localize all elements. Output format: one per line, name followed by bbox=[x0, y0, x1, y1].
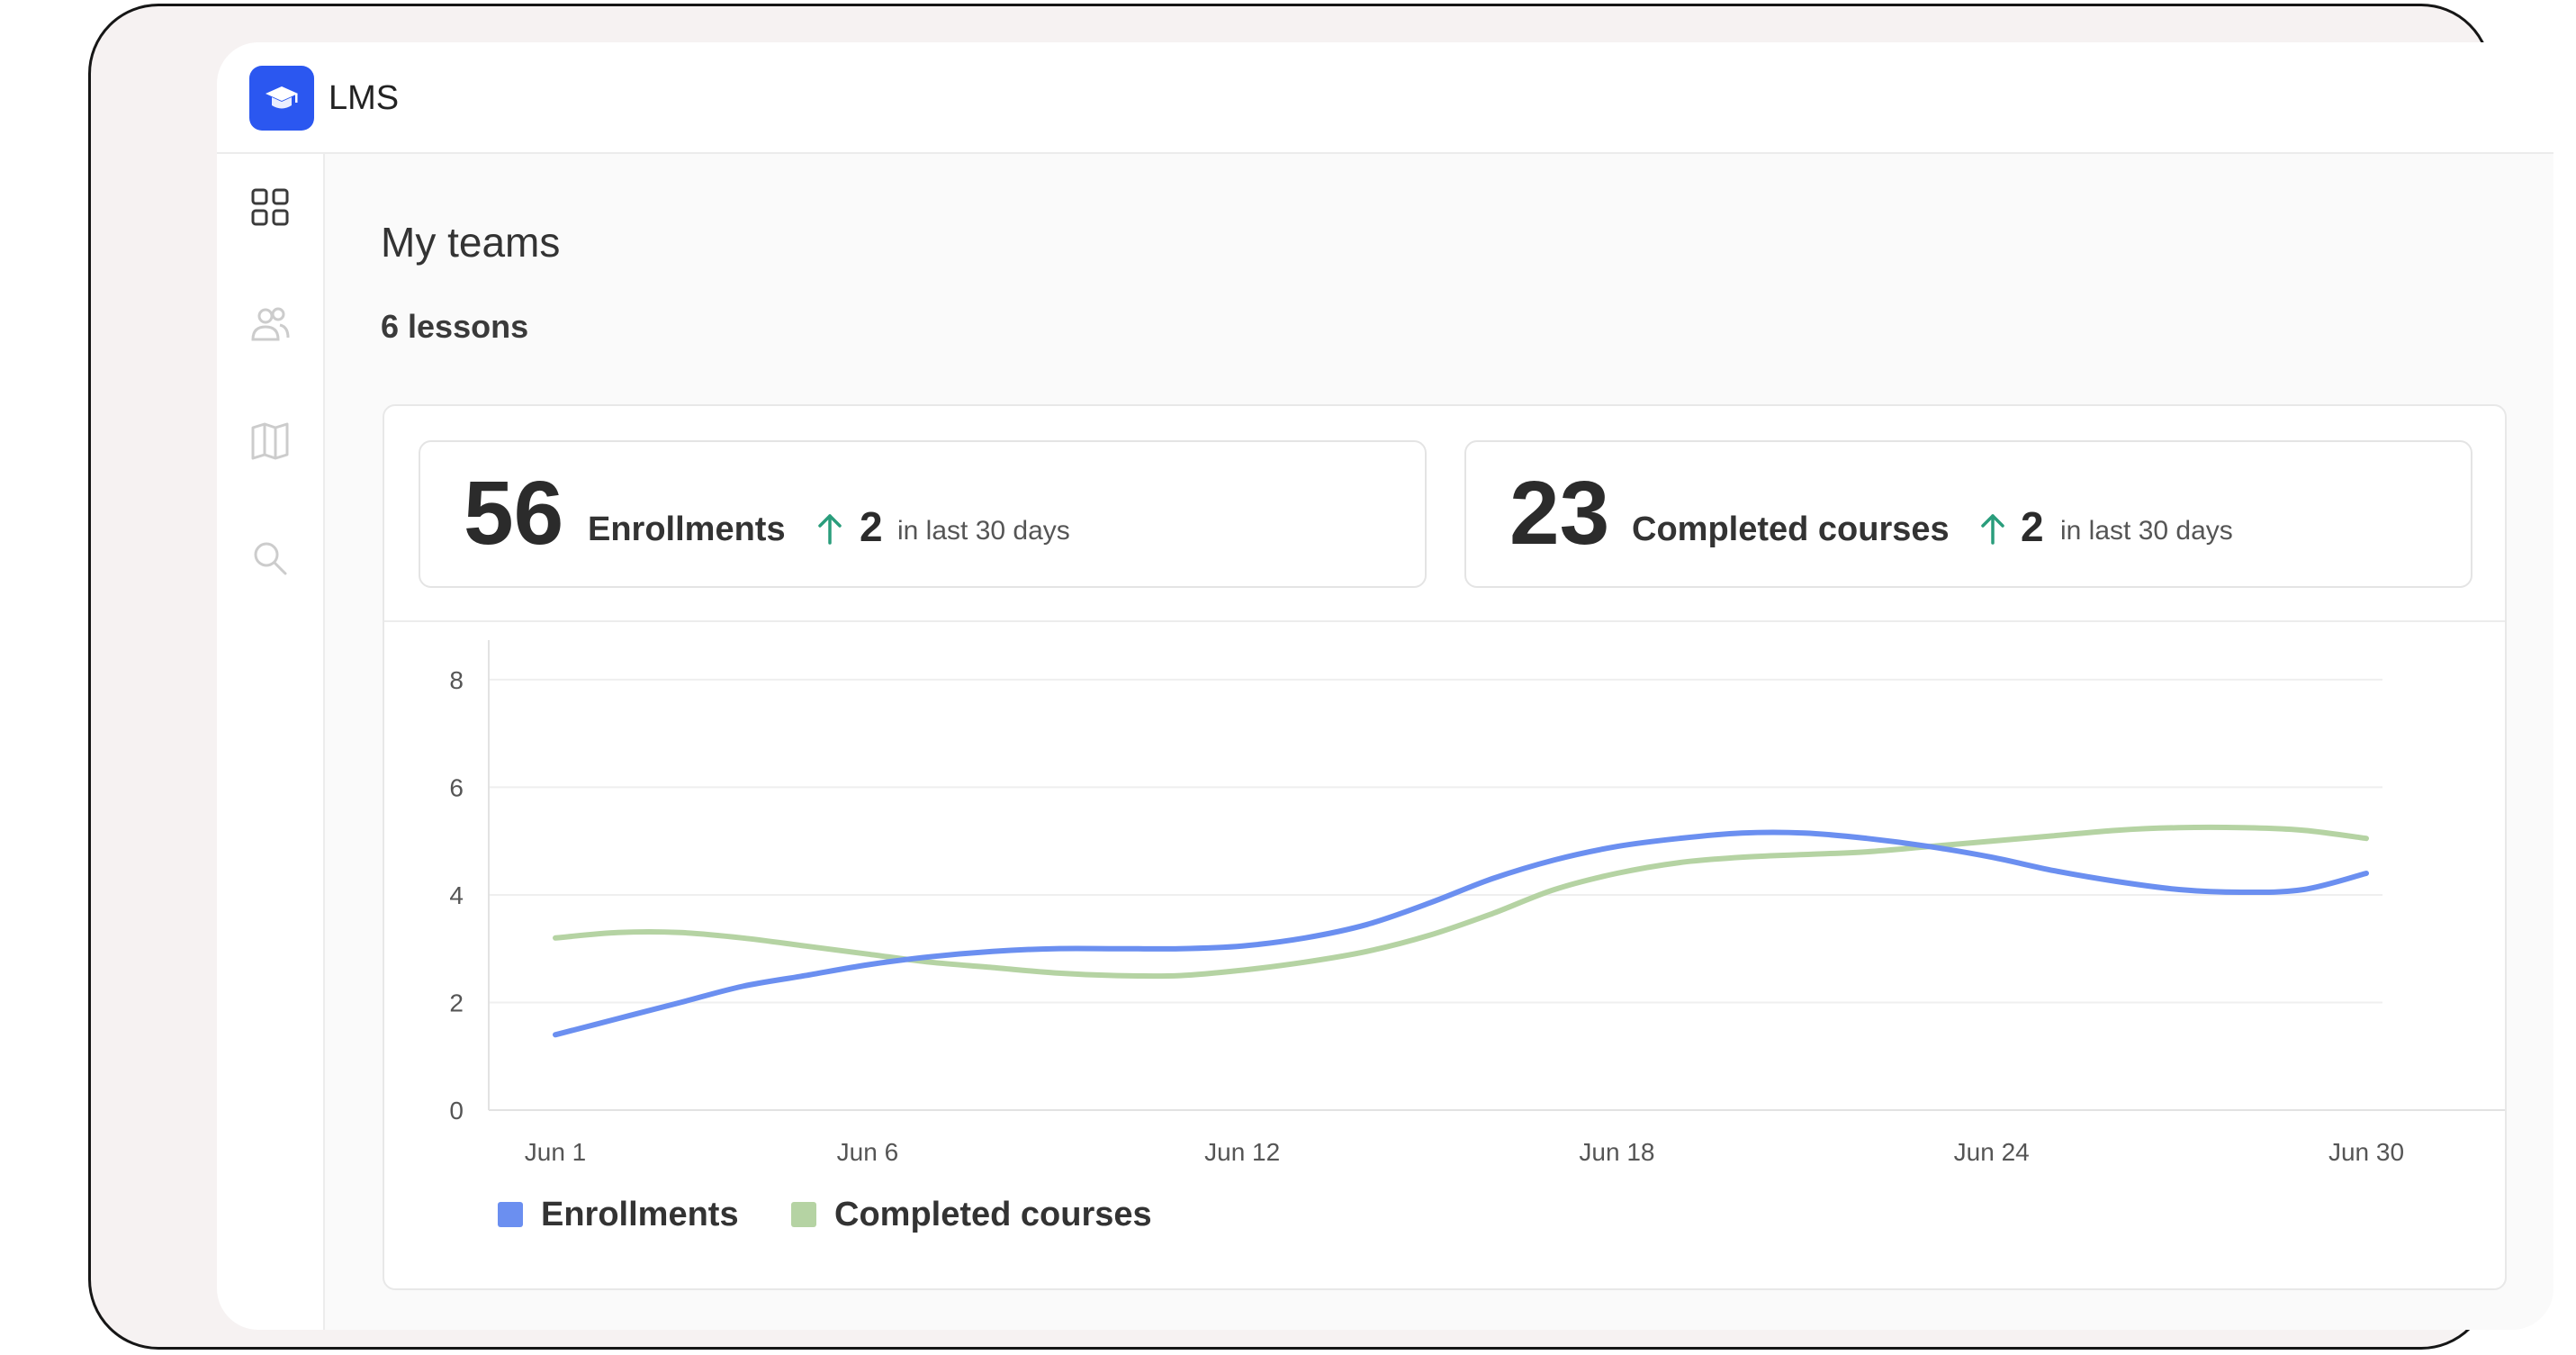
sidebar-item-search[interactable] bbox=[249, 537, 291, 579]
x-tick-label: Jun 12 bbox=[1204, 1138, 1280, 1166]
lesson-count: 6 lessons bbox=[381, 308, 529, 345]
sidebar-item-users[interactable] bbox=[249, 303, 291, 345]
users-icon bbox=[251, 307, 290, 341]
graduation-cap-icon bbox=[266, 86, 298, 109]
stat-delta: 2 bbox=[2021, 503, 2044, 550]
page-title: My teams bbox=[381, 219, 561, 266]
stat-card-enrollments: 56 Enrollments 2 in last 30 days bbox=[419, 440, 1427, 588]
sidebar-item-courses[interactable] bbox=[249, 420, 291, 462]
y-tick-label: 6 bbox=[449, 773, 464, 801]
panel-divider bbox=[384, 620, 2505, 622]
legend-label: Completed courses bbox=[834, 1196, 1152, 1233]
top-bar: LMS bbox=[217, 42, 2553, 154]
main-content: My teams 6 lessons 56 Enrollments 2 in l… bbox=[325, 154, 2553, 1330]
y-tick-label: 0 bbox=[449, 1097, 464, 1125]
arrow-up-icon bbox=[818, 514, 842, 545]
search-icon bbox=[254, 542, 287, 575]
x-tick-label: Jun 6 bbox=[837, 1138, 899, 1166]
stat-label: Enrollments bbox=[588, 510, 786, 548]
device-frame: LMS bbox=[88, 4, 2553, 1350]
y-tick-label: 2 bbox=[449, 989, 464, 1016]
arrow-up-icon bbox=[1981, 514, 2004, 545]
app-title: LMS bbox=[329, 79, 400, 117]
sidebar bbox=[217, 154, 325, 1330]
stat-card-completed-courses: 23 Completed courses 2 in last 30 days bbox=[1464, 440, 2472, 588]
stat-period: in last 30 days bbox=[2060, 516, 2233, 546]
sidebar-item-dashboard[interactable] bbox=[249, 186, 291, 228]
stat-delta: 2 bbox=[860, 503, 883, 550]
x-tick-label: Jun 1 bbox=[525, 1138, 587, 1166]
stat-label: Completed courses bbox=[1632, 510, 1950, 548]
stat-period: in last 30 days bbox=[897, 516, 1070, 546]
y-tick-label: 8 bbox=[449, 666, 464, 694]
stat-value: 23 bbox=[1509, 463, 1610, 564]
series-line-enrollments bbox=[553, 829, 2369, 1038]
app-window: LMS bbox=[217, 42, 2553, 1330]
grid-icon bbox=[251, 188, 289, 226]
y-tick-label: 4 bbox=[449, 881, 464, 909]
x-tick-label: Jun 30 bbox=[2328, 1138, 2404, 1166]
x-tick-label: Jun 24 bbox=[1954, 1138, 2030, 1166]
series-line-completed-courses bbox=[553, 824, 2369, 980]
legend-swatch-completed-courses bbox=[791, 1202, 816, 1227]
x-tick-label: Jun 18 bbox=[1579, 1138, 1654, 1166]
stat-value: 56 bbox=[464, 463, 564, 564]
legend-label: Enrollments bbox=[541, 1196, 739, 1233]
app-logo[interactable] bbox=[249, 66, 314, 131]
line-chart: 0 2 4 6 8 Jun 1 Jun 6 Jun 12 Jun 18 Jun 24 Jun 30 bbox=[449, 640, 2505, 1166]
stats-panel: 56 Enrollments 2 in last 30 days 23 Comp… bbox=[383, 404, 2507, 1290]
legend-swatch-enrollments bbox=[498, 1202, 523, 1227]
book-icon bbox=[251, 422, 289, 460]
